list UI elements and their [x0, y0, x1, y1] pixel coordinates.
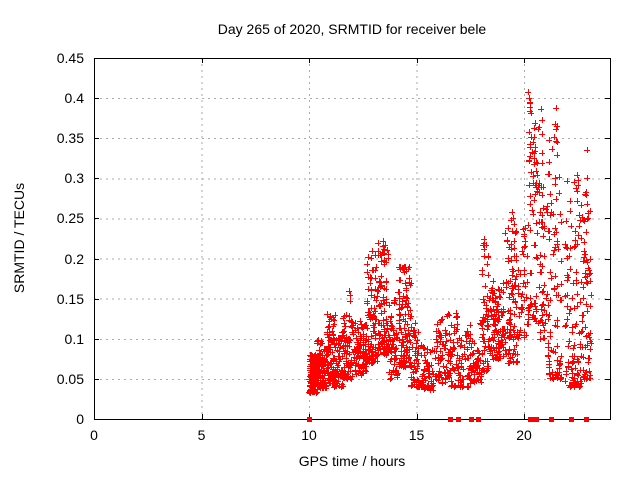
x-tick-label: 0	[90, 427, 98, 443]
zero-marker	[584, 417, 589, 422]
axis-ticks	[94, 58, 610, 420]
zero-marker	[307, 417, 312, 422]
y-tick-label: 0.3	[64, 170, 84, 187]
y-tick-label: 0.05	[56, 370, 84, 387]
chart-title: Day 265 of 2020, SRMTID for receiver bel…	[217, 21, 487, 37]
zero-marker	[569, 417, 574, 422]
zero-marker	[469, 417, 474, 422]
y-tick-label: 0.1	[64, 330, 84, 347]
y-tick-label: 0.15	[56, 290, 84, 307]
y-tick-label: 0.4	[64, 90, 84, 107]
plot-border	[94, 58, 611, 420]
y-tick-label: 0.2	[64, 250, 84, 267]
y-tick-label: 0.35	[56, 130, 84, 147]
x-tick-label: 5	[197, 427, 206, 443]
x-tick-label: 10	[301, 427, 317, 443]
y-tick-label: 0.45	[56, 50, 84, 66]
zero-marker	[528, 417, 533, 422]
y-tick-label: 0	[76, 411, 84, 427]
zero-marker	[531, 417, 536, 422]
zero-marker	[456, 417, 461, 422]
zero-marker	[534, 417, 539, 422]
y-tick-label: 0.25	[56, 210, 84, 227]
zero-marker	[549, 417, 554, 422]
zero-marker	[476, 417, 481, 422]
zero-marker	[448, 417, 453, 422]
scatter-points	[306, 89, 594, 396]
x-tick-label: 20	[516, 427, 532, 443]
x-tick-label: 15	[408, 427, 425, 443]
x-axis-label: GPS time / hours	[298, 453, 406, 469]
